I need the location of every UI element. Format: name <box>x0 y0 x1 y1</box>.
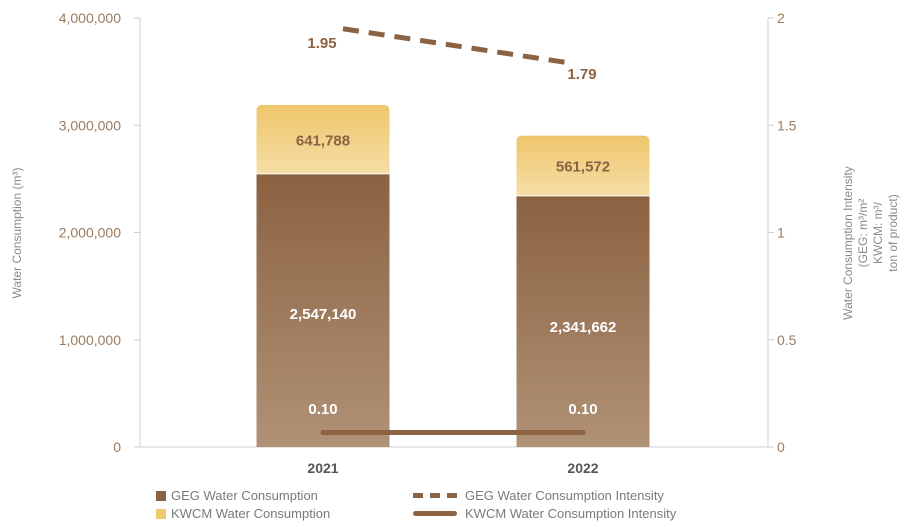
legend-swatch-geg <box>156 490 166 501</box>
right-tick-label: 2 <box>777 10 785 26</box>
kwcm-consumption-bar <box>256 104 390 174</box>
left-tick-label: 1,000,000 <box>59 332 121 348</box>
right-tick-label: 1 <box>777 225 785 241</box>
geg-consumption-bar <box>256 173 390 448</box>
legend-item-kwcm-consumption: KWCM Water Consumption <box>156 506 330 521</box>
kwcm-value-label: 641,788 <box>296 132 350 149</box>
left-tick-label: 2,000,000 <box>59 225 121 241</box>
geg-consumption-bar <box>516 195 650 447</box>
legend-label-kwcm-consumption: KWCM Water Consumption <box>171 506 331 521</box>
right-axis-title-line: Water Consumption Intensity <box>841 166 855 320</box>
legend-label-kwcm-intensity: KWCM Water Consumption Intensity <box>465 506 677 521</box>
kwcm-value-label: 561,572 <box>556 159 610 176</box>
left-axis-title: Water Consumption (m³) <box>10 168 24 299</box>
geg-intensity-label: 1.95 <box>307 35 336 52</box>
legend-line-solid <box>413 511 457 516</box>
legend-item-geg-consumption: GEG Water Consumption <box>156 488 318 503</box>
geg-intensity-label: 1.79 <box>567 66 596 83</box>
legend-item-kwcm-intensity: KWCM Water Consumption Intensity <box>413 506 676 521</box>
legend-line-dashed <box>413 493 457 498</box>
kwcm-intensity-label: 0.10 <box>568 401 597 418</box>
geg-intensity-line <box>342 26 571 66</box>
legend-item-geg-intensity: GEG Water Consumption Intensity <box>413 488 664 503</box>
kwcm-intensity-label: 0.10 <box>308 401 337 418</box>
left-tick-label: 0 <box>113 439 121 455</box>
right-tick-label: 1.5 <box>777 117 797 133</box>
legend-label-geg-intensity: GEG Water Consumption Intensity <box>465 488 664 503</box>
right-tick-label: 0.5 <box>777 332 797 348</box>
right-axis-title-line: (GEG: m³/m² <box>856 199 870 268</box>
right-axis-title-line: KWCM: m³/ <box>871 201 885 264</box>
right-tick-label: 0 <box>777 439 785 455</box>
legend-label-geg-consumption: GEG Water Consumption <box>171 488 318 503</box>
kwcm-consumption-bar <box>516 135 650 196</box>
right-axis-title-line: ton of product) <box>886 194 900 271</box>
legend-swatch-kwcm <box>156 508 166 519</box>
x-category-label: 2022 <box>567 460 598 476</box>
geg-value-label: 2,547,140 <box>290 306 357 323</box>
x-category-label: 2021 <box>307 460 338 476</box>
geg-value-label: 2,341,662 <box>550 319 617 336</box>
left-tick-label: 4,000,000 <box>59 10 121 26</box>
left-tick-label: 3,000,000 <box>59 117 121 133</box>
